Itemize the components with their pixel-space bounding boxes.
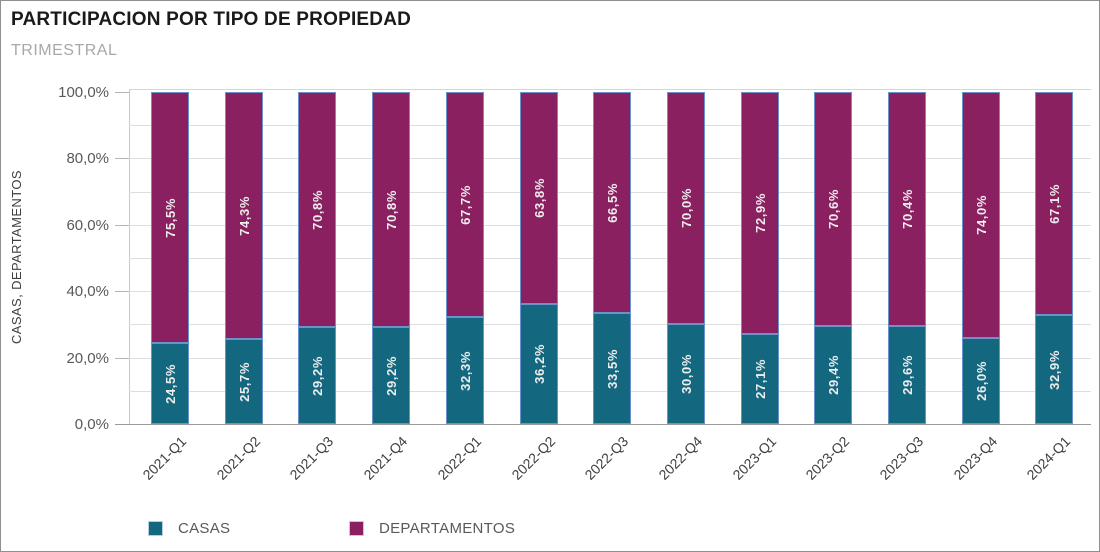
bar-value-label: 74,0% bbox=[973, 195, 989, 235]
bar-value-label: 70,6% bbox=[825, 189, 841, 229]
legend: CASAS DEPARTAMENTOS bbox=[148, 520, 515, 537]
bar-value-label: 27,1% bbox=[752, 359, 768, 399]
bar-2021-Q4[interactable]: 70,8% 29,2% bbox=[372, 92, 410, 424]
y-axis-line bbox=[129, 89, 130, 425]
bar-value-label: 75,5% bbox=[162, 197, 178, 238]
bar-value-label: 72,9% bbox=[752, 193, 768, 233]
bar-segment-casas[interactable]: 36,2% bbox=[520, 304, 558, 424]
y-axis-tick bbox=[115, 224, 129, 226]
y-tick-label: 80,0% bbox=[66, 150, 109, 168]
bar-segment-casas[interactable]: 29,6% bbox=[888, 326, 926, 424]
bar-segment-casas[interactable]: 26,0% bbox=[962, 338, 1000, 424]
bar-segment-casas[interactable]: 30,0% bbox=[667, 324, 705, 424]
bar-segment-departamentos[interactable]: 70,8% bbox=[298, 92, 336, 327]
bar-value-label: 33,5% bbox=[604, 348, 620, 389]
bar-segment-casas[interactable]: 27,1% bbox=[741, 334, 779, 424]
bar-value-label: 70,4% bbox=[899, 189, 915, 229]
bar-2024-Q1[interactable]: 67,1% 32,9% bbox=[1035, 92, 1073, 424]
bar-segment-departamentos[interactable]: 74,0% bbox=[962, 92, 1000, 338]
bar-segment-casas[interactable]: 33,5% bbox=[593, 313, 631, 424]
bar-2021-Q1[interactable]: 75,5% 24,5% bbox=[151, 92, 189, 424]
legend-swatch-casas bbox=[148, 521, 163, 536]
bar-value-label: 29,6% bbox=[899, 355, 915, 395]
bar-segment-departamentos[interactable]: 67,7% bbox=[446, 92, 484, 317]
y-axis-title: CASAS, DEPARTAMENTOS bbox=[9, 170, 24, 344]
page-title: PARTICIPACION POR TIPO DE PROPIEDAD bbox=[11, 9, 412, 30]
bar-segment-departamentos[interactable]: 70,4% bbox=[888, 92, 926, 326]
y-tick-label: 100,0% bbox=[58, 84, 109, 101]
bar-value-label: 36,2% bbox=[531, 344, 547, 384]
bar-value-label: 29,2% bbox=[309, 355, 325, 396]
legend-label-casas: CASAS bbox=[178, 520, 231, 537]
bar-segment-casas[interactable]: 24,5% bbox=[151, 343, 189, 424]
bar-value-label: 32,9% bbox=[1046, 349, 1062, 390]
bar-value-label: 67,1% bbox=[1046, 183, 1062, 224]
bar-2021-Q2[interactable]: 74,3% 25,7% bbox=[225, 92, 263, 424]
page-subtitle: TRIMESTRAL bbox=[11, 42, 118, 59]
y-tick-label: 0,0% bbox=[74, 416, 109, 433]
bar-value-label: 67,7% bbox=[457, 184, 473, 225]
bar-segment-casas[interactable]: 32,3% bbox=[446, 317, 484, 424]
bar-segment-casas[interactable]: 29,2% bbox=[372, 327, 410, 424]
bar-value-label: 63,8% bbox=[531, 178, 547, 218]
bar-segment-casas[interactable]: 25,7% bbox=[225, 339, 263, 424]
plot-area: 0,0% 20,0% 40,0% 60,0% 80,0% 100,0% 75,5% 24,5%… bbox=[58, 85, 1091, 483]
bar-2022-Q2[interactable]: 63,8% 36,2% bbox=[520, 92, 558, 424]
bar-value-label: 74,3% bbox=[236, 195, 252, 236]
bar-segment-departamentos[interactable]: 72,9% bbox=[741, 92, 779, 334]
bar-2023-Q1[interactable]: 72,9% 27,1% bbox=[741, 92, 779, 424]
legend-item-departamentos[interactable]: DEPARTAMENTOS bbox=[349, 520, 515, 537]
bar-value-label: 70,8% bbox=[383, 189, 399, 230]
y-axis-tick bbox=[115, 92, 129, 93]
y-axis-tick bbox=[115, 158, 129, 160]
bar-value-label: 70,8% bbox=[309, 189, 325, 230]
bar-segment-departamentos[interactable]: 70,8% bbox=[372, 92, 410, 327]
bar-segment-casas[interactable]: 29,2% bbox=[298, 327, 336, 424]
bar-2021-Q3[interactable]: 70,8% 29,2% bbox=[298, 92, 336, 424]
bar-segment-departamentos[interactable]: 67,1% bbox=[1035, 92, 1073, 315]
bar-value-label: 32,3% bbox=[457, 350, 473, 391]
bar-segment-departamentos[interactable]: 70,6% bbox=[814, 92, 852, 326]
bar-value-label: 26,0% bbox=[973, 361, 989, 401]
plot-top-border bbox=[129, 89, 1091, 90]
bar-segment-casas[interactable]: 29,4% bbox=[814, 326, 852, 424]
bar-value-label: 25,7% bbox=[236, 361, 252, 402]
x-axis-line bbox=[115, 424, 1091, 425]
bar-segment-departamentos[interactable]: 70,0% bbox=[667, 92, 705, 324]
legend-swatch-departamentos bbox=[349, 521, 364, 536]
bar-segment-departamentos[interactable]: 74,3% bbox=[225, 92, 263, 339]
bar-value-label: 29,4% bbox=[825, 355, 841, 395]
legend-label-departamentos: DEPARTAMENTOS bbox=[379, 520, 516, 537]
y-axis-tick bbox=[115, 357, 129, 359]
bar-value-label: 29,2% bbox=[383, 355, 399, 396]
bar-segment-casas[interactable]: 32,9% bbox=[1035, 315, 1073, 424]
bar-value-label: 30,0% bbox=[678, 354, 694, 394]
y-tick-label: 40,0% bbox=[66, 283, 109, 301]
bar-2022-Q4[interactable]: 70,0% 30,0% bbox=[667, 92, 705, 424]
bar-value-label: 70,0% bbox=[678, 188, 694, 228]
bar-value-label: 24,5% bbox=[162, 363, 178, 404]
bar-2023-Q3[interactable]: 70,4% 29,6% bbox=[888, 92, 926, 424]
legend-item-casas[interactable]: CASAS bbox=[148, 520, 349, 537]
y-tick-label: 60,0% bbox=[66, 216, 109, 234]
y-tick-label: 20,0% bbox=[66, 349, 109, 367]
bar-2023-Q4[interactable]: 74,0% 26,0% bbox=[962, 92, 1000, 424]
bar-segment-departamentos[interactable]: 63,8% bbox=[520, 92, 558, 304]
bar-2022-Q3[interactable]: 66,5% 33,5% bbox=[593, 92, 631, 424]
bar-value-label: 66,5% bbox=[604, 182, 620, 223]
bar-segment-departamentos[interactable]: 75,5% bbox=[151, 92, 189, 343]
y-axis-tick bbox=[115, 291, 129, 293]
bar-2022-Q1[interactable]: 67,7% 32,3% bbox=[446, 92, 484, 424]
bar-segment-departamentos[interactable]: 66,5% bbox=[593, 92, 631, 313]
bar-2023-Q2[interactable]: 70,6% 29,4% bbox=[814, 92, 852, 424]
